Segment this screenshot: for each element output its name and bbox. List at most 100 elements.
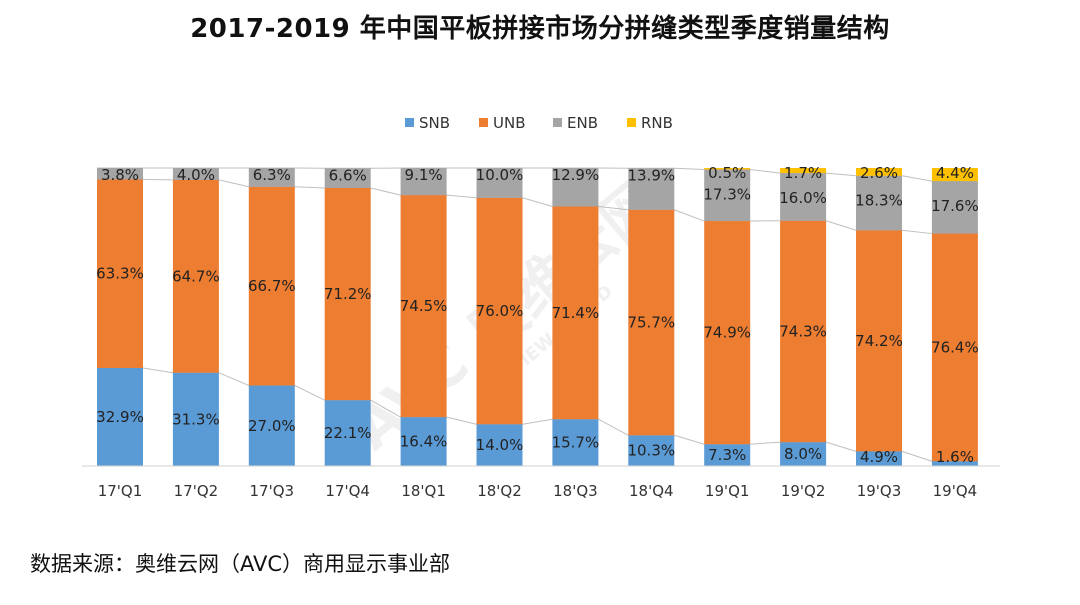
bar-enb-3 (248, 168, 295, 187)
bar-snb-5 (400, 417, 447, 466)
bar-unb-12 (931, 233, 978, 462)
legend-swatch-snb (405, 118, 414, 127)
data-label-rnb-12: 4.4% (936, 164, 974, 182)
data-label-unb-8: 75.7% (627, 314, 675, 332)
data-label-snb-8: 10.3% (627, 442, 675, 460)
bar-unb-5 (400, 195, 447, 418)
data-label-enb-2: 4.0% (177, 166, 215, 184)
data-label-snb-7: 15.7% (552, 434, 600, 452)
data-label-snb-6: 14.0% (476, 436, 524, 454)
bar-snb-6 (476, 424, 523, 466)
bar-rnb-10 (780, 168, 827, 174)
bar-unb-10 (780, 220, 827, 443)
data-label-enb-1: 3.8% (101, 166, 139, 184)
bar-enb-7 (552, 168, 599, 207)
data-label-unb-5: 74.5% (400, 297, 448, 315)
data-label-snb-5: 16.4% (400, 433, 448, 451)
bar-snb-3 (248, 385, 295, 466)
connector-line-snb (97, 367, 978, 462)
data-label-snb-3: 27.0% (248, 417, 296, 435)
data-label-unb-12: 76.4% (931, 338, 979, 356)
data-label-snb-2: 31.3% (172, 410, 220, 428)
x-tick-label-11: 19'Q3 (857, 482, 902, 500)
bar-unb-3 (248, 186, 295, 386)
bar-snb-12 (931, 461, 978, 466)
bars (97, 168, 978, 466)
data-label-unb-6: 76.0% (476, 302, 524, 320)
series-connector-lines (97, 167, 978, 462)
bar-snb-7 (552, 419, 599, 466)
bar-enb-6 (476, 168, 523, 198)
data-label-enb-5: 9.1% (405, 166, 443, 184)
bar-rnb-9 (704, 168, 751, 170)
bar-enb-1 (97, 168, 143, 180)
data-labels: 32.9% 63.3% 3.8% 31.3% 64.7% 4.0% 27.0% 66.7% 6.… (96, 164, 979, 466)
bar-unb-8 (628, 209, 675, 436)
bar-snb-1 (97, 367, 143, 466)
data-label-enb-7: 12.9% (552, 166, 600, 184)
bar-rnb-11 (856, 168, 902, 176)
data-label-unb-10: 74.3% (779, 322, 827, 340)
bar-unb-2 (172, 179, 219, 373)
bar-snb-4 (324, 400, 371, 466)
data-label-snb-11: 4.9% (860, 448, 898, 466)
data-label-unb-9: 74.9% (703, 324, 751, 342)
bar-enb-11 (856, 175, 902, 231)
x-tick-label-2: 17'Q2 (174, 482, 219, 500)
data-label-snb-1: 32.9% (96, 408, 144, 426)
x-tick-label-4: 17'Q4 (325, 482, 370, 500)
x-tick-label-9: 19'Q1 (705, 482, 750, 500)
bar-unb-1 (97, 179, 143, 368)
legend-label-rnb: RNB (641, 114, 673, 132)
data-label-snb-10: 8.0% (784, 445, 822, 463)
x-tick-label-5: 18'Q1 (401, 482, 446, 500)
data-label-unb-4: 71.2% (324, 285, 372, 303)
data-label-rnb-9: 0.5% (708, 164, 746, 182)
bar-snb-8 (628, 435, 675, 466)
source-note: 数据来源：奥维云网（AVC）商用显示事业部 (30, 552, 451, 576)
x-tick-label-6: 18'Q2 (477, 482, 522, 500)
bar-unb-9 (704, 221, 751, 445)
bar-unb-6 (476, 197, 523, 425)
bar-enb-4 (324, 168, 371, 188)
bar-snb-9 (704, 444, 751, 466)
legend-swatch-rnb (627, 118, 636, 127)
data-label-unb-3: 66.7% (248, 277, 296, 295)
data-label-snb-9: 7.3% (708, 446, 746, 464)
data-label-enb-10: 16.0% (779, 189, 827, 207)
bar-enb-2 (172, 168, 219, 180)
bar-unb-11 (856, 230, 902, 452)
bar-enb-5 (400, 168, 447, 196)
data-label-unb-1: 63.3% (96, 265, 144, 283)
data-label-unb-11: 74.2% (855, 332, 903, 350)
x-tick-label-1: 17'Q1 (98, 482, 143, 500)
data-label-enb-8: 13.9% (627, 166, 675, 184)
data-label-rnb-10: 1.7% (784, 164, 822, 182)
bar-unb-4 (324, 187, 371, 401)
legend-swatch-enb (553, 118, 562, 127)
x-tick-label-10: 19'Q2 (781, 482, 826, 500)
connector-line-unb (97, 178, 978, 235)
legend-label-unb: UNB (493, 114, 526, 132)
legend-swatch-unb (479, 118, 488, 127)
data-label-snb-12: 1.6% (936, 448, 974, 466)
bar-enb-8 (628, 168, 675, 210)
data-label-enb-6: 10.0% (476, 166, 524, 184)
data-label-unb-7: 71.4% (552, 304, 600, 322)
chart-legend: SNB UNB ENB RNB (405, 114, 673, 132)
data-label-enb-3: 6.3% (253, 166, 291, 184)
data-label-unb-2: 64.7% (172, 267, 220, 285)
bar-snb-11 (856, 451, 902, 466)
bar-snb-10 (780, 442, 827, 466)
data-label-enb-4: 6.6% (329, 166, 367, 184)
bar-enb-12 (931, 181, 978, 234)
data-label-enb-12: 17.6% (931, 197, 979, 215)
x-tick-label-8: 18'Q4 (629, 482, 674, 500)
x-tick-label-7: 18'Q3 (553, 482, 598, 500)
bar-enb-9 (704, 169, 751, 222)
data-label-enb-9: 17.3% (703, 185, 751, 203)
chart-title: 2017-2019 年中国平板拼接市场分拼缝类型季度销量结构 (190, 14, 890, 44)
data-label-rnb-11: 2.6% (860, 164, 898, 182)
connector-line-enb (97, 167, 978, 182)
